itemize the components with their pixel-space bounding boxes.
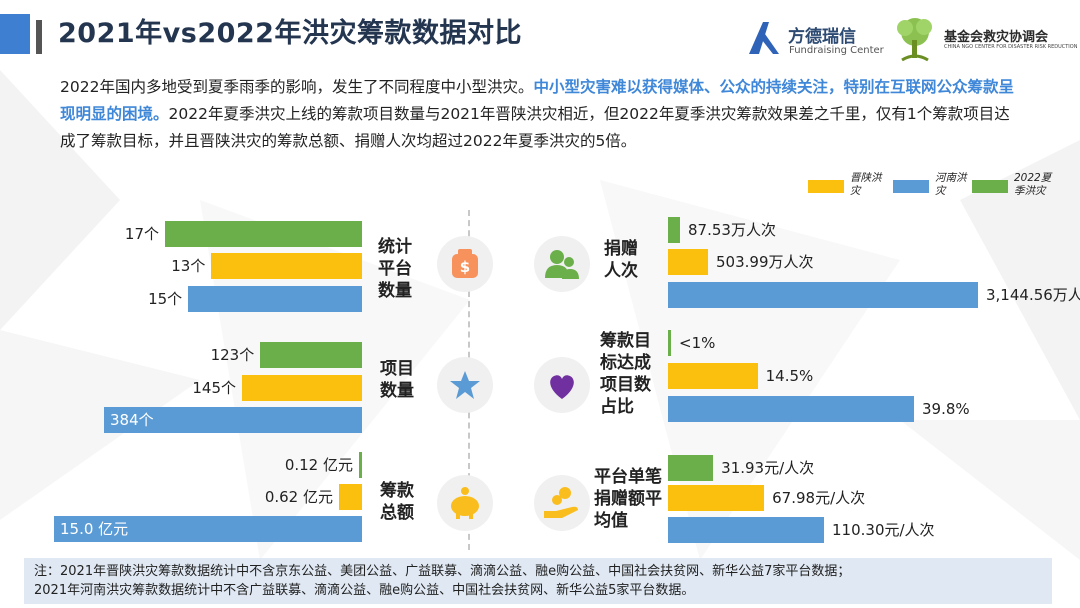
intro-part1: 2022年国内多地受到夏季雨季的影响，发生了不同程度中小型洪灾。 bbox=[60, 78, 534, 96]
bar-项目数量-2022夏季洪灾 bbox=[260, 342, 362, 368]
legend-swatch-henan bbox=[893, 180, 929, 193]
value-label: 503.99万人次 bbox=[716, 253, 814, 271]
page-title: 2021年vs2022年洪灾筹款数据对比 bbox=[58, 18, 522, 49]
cat-projects-line: 数量 bbox=[380, 381, 414, 401]
cat-projects: 项目 数量 bbox=[380, 358, 414, 402]
piggy-bank-icon bbox=[437, 475, 493, 531]
legend-swatch-jinshan bbox=[808, 180, 844, 193]
cat-platforms-line: 平台 bbox=[378, 259, 412, 279]
cat-platforms: 统计 平台 数量 bbox=[378, 236, 412, 302]
fundraising-center-logo-icon bbox=[749, 22, 779, 54]
star-icon bbox=[437, 357, 493, 413]
value-label: 15个 bbox=[148, 290, 183, 308]
value-label: 39.8% bbox=[922, 400, 970, 418]
bar-统计平台数量-2022夏季洪灾 bbox=[165, 221, 362, 247]
heart-icon bbox=[534, 357, 590, 413]
value-label: 110.30元/人次 bbox=[832, 521, 935, 539]
title-accent-bar bbox=[36, 20, 42, 54]
intro-highlight: 中小型灾害难以获得媒体、公众的持续关注，特别在互联网公众筹款呈现明显的困境。 bbox=[60, 78, 1014, 123]
cat-platforms-line: 数量 bbox=[378, 281, 412, 301]
cat-goal-line: 占比 bbox=[600, 397, 634, 417]
cat-amount-line: 总额 bbox=[380, 503, 414, 523]
cat-goal: 筹款目 标达成 项目数 占比 bbox=[600, 330, 651, 418]
cat-goal-line: 标达成 bbox=[600, 353, 651, 373]
value-label: 87.53万人次 bbox=[688, 221, 776, 239]
value-label: 17个 bbox=[124, 225, 159, 243]
cat-amount-line: 筹款 bbox=[380, 481, 414, 501]
intro-paragraph: 2022年国内多地受到夏季雨季的影响，发生了不同程度中小型洪灾。中小型灾害难以获… bbox=[60, 74, 1020, 155]
value-label: 13个 bbox=[171, 257, 206, 275]
bar-统计平台数量-晋陕洪灾 bbox=[211, 253, 362, 279]
bar-平台单笔捐赠额平均值-河南洪灾 bbox=[668, 517, 824, 543]
value-label: 14.5% bbox=[765, 367, 814, 385]
cat-avg-line: 均值 bbox=[594, 511, 628, 531]
cat-projects-line: 项目 bbox=[380, 359, 414, 379]
cat-platforms-line: 统计 bbox=[378, 237, 412, 257]
bar-项目数量-河南洪灾 bbox=[104, 407, 362, 433]
cat-avg-line: 平台单笔 bbox=[594, 467, 662, 487]
value-label: 31.93元/人次 bbox=[721, 459, 815, 477]
footnote-line1: 注：2021年晋陕洪灾筹款数据统计中不含京东公益、美团公益、广益联募、滴滴公益、… bbox=[34, 564, 851, 579]
bar-平台单笔捐赠额平均值-晋陕洪灾 bbox=[668, 485, 765, 511]
value-label: 123个 bbox=[210, 346, 255, 364]
bar-筹款目标达成项目数占比-2022夏季洪灾 bbox=[668, 330, 671, 356]
cndrr-tree-logo-icon bbox=[897, 18, 932, 62]
bar-平台单笔捐赠额平均值-2022夏季洪灾 bbox=[668, 455, 714, 481]
value-label: 384个 bbox=[110, 411, 154, 429]
coin-hand-icon bbox=[534, 475, 590, 531]
cat-goal-line: 项目数 bbox=[600, 375, 651, 395]
footnote-line2: 2021年河南洪灾筹款数据统计中不含广益联募、滴滴公益、融e购公益、中国社会扶贫… bbox=[34, 583, 695, 598]
intro-part2: 2022年夏季洪灾上线的筹款项目数量与2021年晋陕洪灾相近，但2022年夏季洪… bbox=[60, 105, 1010, 150]
bar-项目数量-晋陕洪灾 bbox=[242, 375, 362, 401]
value-label: 67.98元/人次 bbox=[772, 489, 866, 507]
bar-捐赠人次-河南洪灾 bbox=[668, 282, 978, 308]
footnote: 注：2021年晋陕洪灾筹款数据统计中不含京东公益、美团公益、广益联募、滴滴公益、… bbox=[24, 558, 1052, 604]
value-label: 0.62 亿元 bbox=[264, 488, 333, 506]
bar-筹款目标达成项目数占比-晋陕洪灾 bbox=[668, 363, 758, 389]
cat-amount: 筹款 总额 bbox=[380, 480, 414, 524]
svg-text:$: $ bbox=[460, 258, 470, 276]
bar-捐赠人次-晋陕洪灾 bbox=[668, 249, 708, 275]
legend-label-henan: 河南洪灾 bbox=[935, 172, 967, 197]
cat-goal-line: 筹款目 bbox=[600, 331, 651, 351]
logo-left-cn: 方德瑞信 bbox=[788, 27, 856, 47]
bar-筹款总额-晋陕洪灾 bbox=[339, 484, 362, 510]
cat-donors: 捐赠 人次 bbox=[604, 238, 638, 282]
logo-right-cn: 基金会救灾协调会 bbox=[944, 30, 1049, 45]
bar-捐赠人次-2022夏季洪灾 bbox=[668, 217, 680, 243]
cat-donors-line: 捐赠 bbox=[604, 239, 638, 259]
legend-swatch-2022 bbox=[972, 180, 1008, 193]
bar-筹款目标达成项目数占比-河南洪灾 bbox=[668, 396, 914, 422]
bar-统计平台数量-河南洪灾 bbox=[188, 286, 362, 312]
cat-donors-line: 人次 bbox=[604, 261, 638, 281]
title-accent-block bbox=[0, 14, 30, 54]
people-icon bbox=[534, 236, 590, 292]
legend-label-2022: 2022夏季洪灾 bbox=[1014, 172, 1052, 197]
bar-筹款总额-2022夏季洪灾 bbox=[359, 452, 362, 478]
value-label: 15.0 亿元 bbox=[60, 520, 129, 538]
value-label: 145个 bbox=[192, 379, 236, 397]
money-bag-icon: $ bbox=[437, 236, 493, 292]
value-label: <1% bbox=[679, 334, 716, 352]
value-label: 3,144.56万人次 bbox=[986, 286, 1080, 304]
legend-label-jinshan: 晋陕洪灾 bbox=[850, 172, 882, 197]
logo-left-en: Fundraising Center bbox=[789, 45, 884, 56]
cat-avg: 平台单笔 捐赠额平 均值 bbox=[594, 466, 662, 532]
logo-right-en: CHINA NGO CENTER FOR DISASTER RISK REDUC… bbox=[944, 44, 1078, 50]
cat-avg-line: 捐赠额平 bbox=[594, 489, 662, 509]
bar-筹款总额-河南洪灾 bbox=[54, 516, 362, 542]
value-label: 0.12 亿元 bbox=[284, 456, 353, 474]
